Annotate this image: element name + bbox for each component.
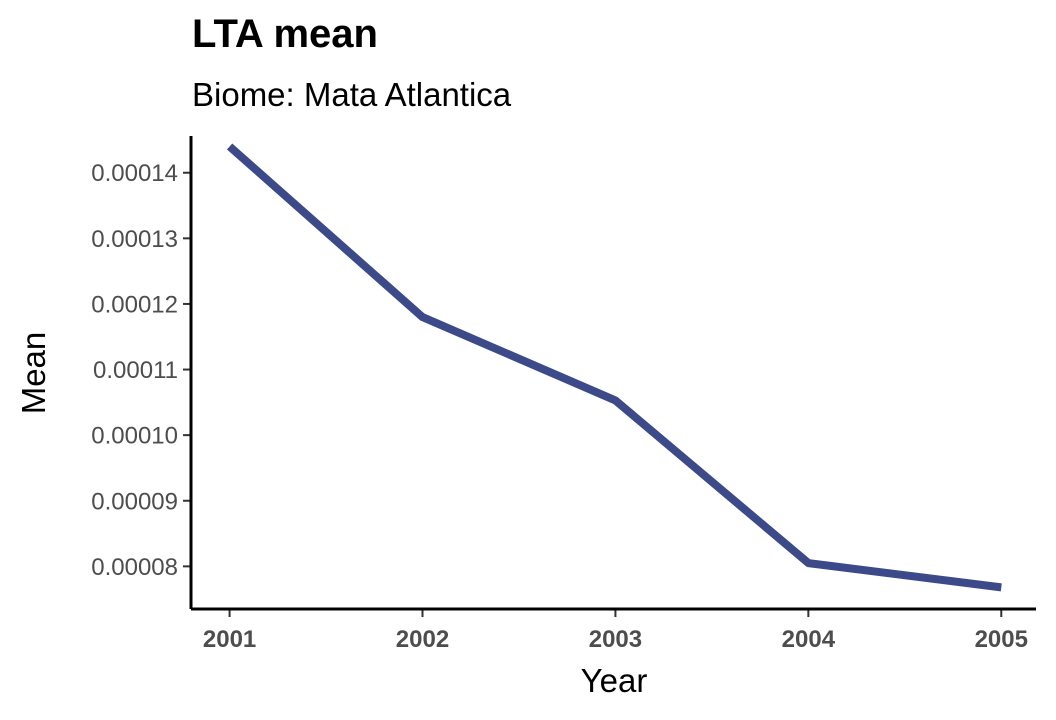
series-layer — [226, 143, 1002, 592]
x-tick-label: 2005 — [975, 626, 1028, 653]
y-tick-label: 0.00010 — [91, 423, 178, 450]
y-tick-label: 0.00009 — [91, 488, 178, 515]
x-axis-title: Year — [581, 662, 648, 699]
y-tick-label: 0.00014 — [91, 160, 178, 187]
x-tick-label: 2001 — [203, 626, 256, 653]
y-axis-title: Mean — [15, 332, 52, 415]
x-axis-ticks: 2001 2002 2003 2004 2005 — [203, 609, 1028, 653]
chart-subtitle: Biome: Mata Atlantica — [192, 76, 512, 113]
y-tick-label: 0.00012 — [91, 291, 178, 318]
chart-title: LTA mean — [192, 12, 378, 56]
y-tick-label: 0.00011 — [93, 357, 178, 384]
x-tick-label: 2004 — [782, 626, 836, 653]
y-tick-label: 0.00013 — [91, 226, 178, 253]
series-line — [226, 143, 1002, 592]
x-tick-label: 2003 — [589, 626, 642, 653]
y-axis-ticks: 0.00008 0.00009 0.00010 0.00011 0.00012 0.000… — [91, 160, 191, 581]
y-tick-label: 0.00008 — [91, 554, 178, 581]
x-tick-label: 2002 — [396, 626, 449, 653]
